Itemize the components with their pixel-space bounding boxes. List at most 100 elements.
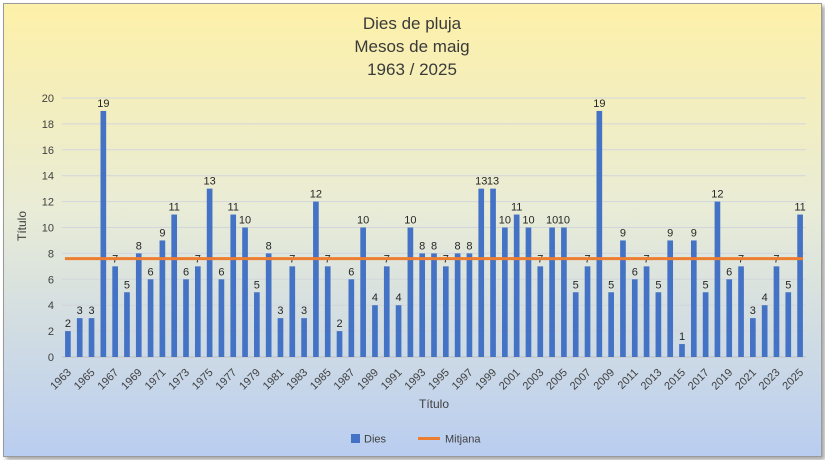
data-label: 9 [620, 227, 626, 239]
bar [230, 214, 237, 357]
bar [135, 253, 142, 357]
chart-title-line-1: Dies de pluja [363, 14, 462, 33]
bar [537, 266, 544, 357]
bar [502, 227, 508, 357]
bar [88, 318, 95, 357]
data-label: 12 [711, 189, 723, 201]
chart-frame: Dies de pluja Mesos de maig 1963 / 2025 … [3, 3, 822, 457]
bar [171, 214, 178, 357]
bar [750, 318, 756, 357]
data-label: 3 [88, 305, 94, 317]
bar [395, 305, 402, 357]
data-label: 3 [750, 305, 756, 317]
data-label: 5 [573, 279, 579, 291]
data-label: 11 [511, 202, 522, 214]
data-label: 10 [239, 215, 251, 227]
bar-series-dies [65, 110, 803, 357]
data-label: 5 [703, 279, 709, 291]
bar [242, 227, 248, 357]
legend-swatch-dies [351, 434, 360, 443]
bar [324, 266, 331, 357]
data-label: 9 [667, 227, 673, 239]
bar [112, 266, 118, 357]
bar [596, 110, 603, 357]
data-label: 13 [203, 176, 215, 188]
bar [206, 188, 213, 357]
y-tick-label: 8 [48, 248, 54, 260]
chart-title: Dies de pluja Mesos de maig 1963 / 2025 [354, 14, 469, 79]
bar [254, 292, 260, 357]
bar [194, 266, 201, 357]
y-tick-label: 2 [48, 326, 54, 338]
x-axis-title: Títulо [419, 397, 449, 411]
data-label: 5 [655, 279, 661, 291]
data-label: 6 [218, 266, 224, 278]
data-label: 13 [475, 176, 487, 188]
data-label: 8 [431, 240, 437, 252]
y-tick-label: 16 [42, 145, 54, 157]
data-label: 19 [97, 98, 109, 110]
bar [702, 292, 709, 357]
data-label: 3 [301, 305, 307, 317]
data-label: 10 [546, 215, 558, 227]
bar [714, 201, 721, 357]
bar [549, 227, 555, 357]
data-label: 5 [124, 279, 130, 291]
data-label: 5 [608, 279, 614, 291]
data-label: 10 [558, 215, 570, 227]
bar [76, 318, 83, 357]
y-axis-title: Título [15, 211, 29, 241]
data-label: 2 [336, 318, 342, 330]
y-tick-label: 6 [48, 274, 54, 286]
bar [147, 279, 154, 357]
bar [383, 266, 390, 357]
data-label: 8 [266, 240, 272, 252]
data-label: 11 [794, 202, 805, 214]
data-label: 10 [404, 215, 416, 227]
data-label: 4 [396, 292, 402, 304]
bar [372, 305, 378, 357]
data-label: 5 [785, 279, 791, 291]
bar [631, 279, 638, 357]
bar [726, 279, 733, 357]
data-label: 9 [159, 227, 165, 239]
y-tick-label: 20 [42, 93, 54, 105]
legend-label-mitjana: Mitjana [445, 434, 481, 446]
bar [490, 188, 496, 357]
bar [277, 318, 284, 357]
data-label: 8 [455, 240, 461, 252]
bar [419, 253, 426, 357]
data-label: 10 [522, 215, 534, 227]
data-label: 6 [148, 266, 154, 278]
bar [454, 253, 461, 357]
y-tick-label: 14 [42, 171, 54, 183]
data-label: 5 [254, 279, 260, 291]
y-tick-label: 10 [42, 223, 54, 235]
data-label: 6 [632, 266, 638, 278]
bar [761, 305, 768, 357]
bar [407, 227, 414, 357]
chart-legend: Dies Mitjana [351, 434, 481, 446]
bar [667, 240, 674, 357]
bar [655, 292, 662, 357]
data-label: 1 [679, 331, 685, 343]
bar [643, 266, 650, 357]
data-label: 6 [183, 266, 189, 278]
bar [773, 266, 780, 357]
chart-title-line-2: Mesos de maig [354, 37, 469, 56]
bar [572, 292, 579, 357]
bar [690, 240, 697, 357]
rain-days-chart: Dies de pluja Mesos de maig 1963 / 2025 … [4, 4, 821, 456]
bar [608, 292, 614, 357]
data-label: 12 [310, 189, 322, 201]
data-label: 6 [726, 266, 732, 278]
bar [289, 266, 296, 357]
bar [525, 227, 532, 357]
bar [797, 214, 803, 357]
bar [336, 331, 343, 357]
bar [124, 292, 130, 357]
data-label: 8 [419, 240, 425, 252]
bar [360, 227, 366, 357]
data-label: 4 [762, 292, 768, 304]
y-tick-label: 18 [42, 119, 54, 131]
